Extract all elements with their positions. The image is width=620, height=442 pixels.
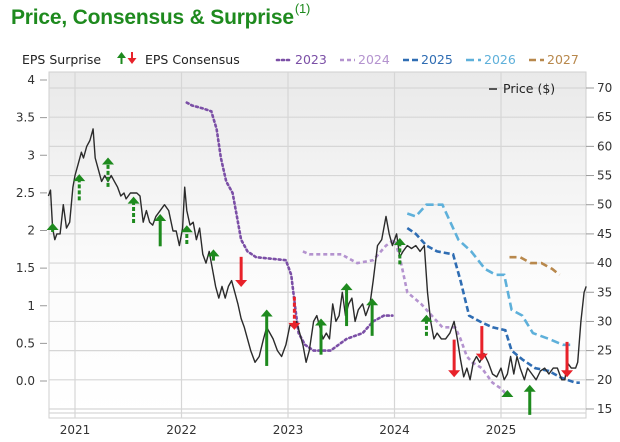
left-axis-tick: 3 (27, 148, 35, 162)
right-axis-tick: 15 (597, 402, 612, 416)
legend-year-2023: 2023 (275, 52, 327, 67)
footnote-marker: (1) (294, 1, 311, 16)
right-axis-tick: 25 (597, 344, 612, 358)
surprise-up-arrow-icon (73, 174, 86, 201)
left-axis-tick: 2 (27, 224, 35, 238)
legend-year-2025: 2025 (403, 52, 453, 67)
legend-up-arrow-icon (117, 52, 126, 64)
surprise-up-arrow-icon (340, 283, 353, 327)
surprise-down-arrow-icon (561, 341, 574, 378)
legend-down-arrow-icon (127, 52, 137, 64)
left-axis-tick: 0.0 (16, 374, 35, 388)
legend-year-2027: 2027 (529, 52, 579, 67)
chart-title-text: Price, Consensus & Surprise (11, 6, 294, 29)
legend-eps-consensus: EPS Consensus (145, 52, 240, 67)
surprise-up-arrow-icon (523, 384, 536, 415)
surprise-up-arrow-icon (46, 222, 59, 233)
legend-year-label: 2025 (421, 52, 453, 67)
right-axis-tick: 35 (597, 285, 612, 299)
consensus-line-2024 (302, 237, 508, 396)
legend-eps-surprise: EPS Surprise (22, 52, 101, 67)
right-axis-tick: 20 (597, 373, 612, 387)
right-price-axis: 70 65 60 55 50 45 40 35 30 25 20 15 (586, 81, 612, 416)
right-axis-tick: 60 (597, 139, 612, 153)
surprise-down-arrow-icon (288, 296, 301, 330)
x-axis-tick: 2021 (60, 423, 91, 437)
left-axis-tick: 3.5 (16, 111, 35, 125)
legend-year-label: 2027 (547, 52, 579, 67)
x-axis-tick: 2022 (166, 423, 197, 437)
surprise-down-arrow-icon (235, 256, 248, 287)
consensus-line-2026 (406, 203, 571, 347)
right-axis-tick: 30 (597, 314, 612, 328)
x-axis-tick: 2025 (486, 423, 517, 437)
legend-price-label: Price ($) (503, 81, 555, 96)
right-axis-tick: 65 (597, 110, 612, 124)
surprise-up-arrow-icon (260, 309, 273, 366)
price-polyline (47, 128, 587, 381)
surprise-up-arrow-icon (420, 314, 433, 336)
legend-year-2026: 2026 (466, 52, 516, 67)
x-axis-tick: 2024 (379, 423, 410, 437)
right-axis-tick: 70 (597, 81, 612, 95)
surprise-down-arrow-icon (448, 339, 461, 378)
surprise-up-arrow-icon (127, 196, 140, 223)
legend-price: Price ($) (489, 81, 555, 96)
chart-title: Price, Consensus & Surprise(1) (11, 1, 311, 30)
surprise-up-arrow-icon (393, 238, 406, 265)
left-eps-axis: 4 3.5 3 2.5 2 1.5 1 0.5 0.0 (16, 73, 47, 388)
right-axis-tick: 40 (597, 256, 612, 270)
legend-year-label: 2026 (484, 52, 516, 67)
surprise-up-arrow-icon (154, 213, 167, 247)
x-axis-tick: 2023 (273, 423, 304, 437)
surprise-down-arrow-icon (475, 326, 488, 361)
eps-surprise-arrows (46, 157, 574, 415)
price-line (47, 128, 587, 381)
left-axis-tick: 2.5 (16, 186, 35, 200)
x-year-axis: 2021 2022 2023 2024 2025 (60, 423, 517, 437)
surprise-up-arrow-icon (207, 249, 220, 261)
right-axis-tick: 55 (597, 169, 612, 183)
surprise-up-arrow-icon (501, 390, 514, 398)
consensus-line-2027 (509, 255, 561, 276)
surprise-up-arrow-icon (180, 225, 193, 245)
left-axis-tick: 1.5 (16, 261, 35, 275)
surprise-up-arrow-icon (315, 318, 328, 355)
legend-year-label: 2023 (295, 52, 327, 67)
right-axis-tick: 45 (597, 227, 612, 241)
legend-year-2024: 2024 (340, 52, 390, 67)
surprise-up-arrow-icon (366, 298, 379, 336)
left-axis-tick: 1 (27, 299, 35, 313)
legend-year-label: 2024 (358, 52, 390, 67)
plot-area (48, 71, 587, 419)
left-axis-tick: 4 (27, 73, 35, 87)
legend: EPS Surprise EPS Consensus 2023 2024 2025 2… (22, 52, 579, 96)
consensus-line-2023 (185, 101, 394, 352)
left-axis-tick: 0.5 (16, 336, 35, 350)
right-axis-tick: 50 (597, 198, 612, 212)
surprise-up-arrow-icon (102, 157, 115, 187)
